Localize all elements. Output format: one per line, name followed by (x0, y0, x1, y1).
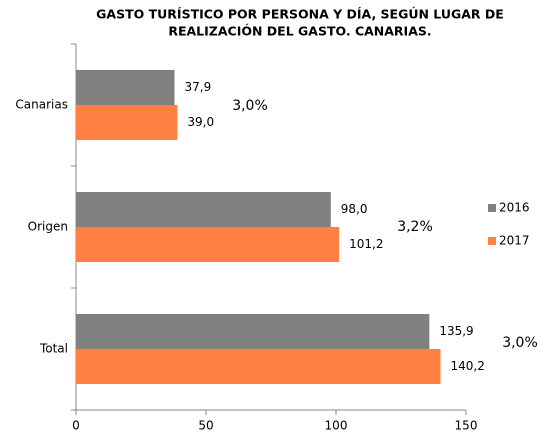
bar (76, 70, 175, 105)
value-label: 101,2 (349, 237, 383, 251)
y-tick-label: Canarias (15, 98, 68, 112)
annotation: 3,0% (232, 98, 268, 114)
annotation: 3,2% (397, 219, 433, 235)
bar (76, 227, 340, 262)
legend-swatch (488, 204, 496, 212)
value-label: 140,2 (451, 359, 485, 373)
legend-label: 2016 (499, 201, 530, 215)
chart-title: GASTO TURÍSTICO POR PERSONA Y DÍA, SEGÚN… (96, 7, 504, 22)
value-label: 37,9 (185, 80, 212, 94)
x-tick-label: 100 (325, 419, 348, 433)
value-label: 98,0 (341, 202, 368, 216)
legend-label: 2017 (499, 234, 530, 248)
y-tick-label: Origen (28, 220, 68, 234)
x-tick-label: 50 (198, 419, 213, 433)
value-label: 39,0 (187, 115, 214, 129)
annotation: 3,0% (502, 335, 538, 351)
legend-swatch (488, 237, 496, 245)
y-tick-label: Total (39, 342, 68, 356)
x-tick-label: 0 (72, 419, 80, 433)
chart-title: REALIZACIÓN DEL GASTO. CANARIAS. (168, 24, 431, 39)
bar (76, 105, 178, 140)
bar (76, 349, 441, 384)
bar (76, 192, 331, 227)
value-label: 135,9 (439, 324, 473, 338)
bar (76, 314, 430, 349)
x-tick-label: 150 (455, 419, 478, 433)
